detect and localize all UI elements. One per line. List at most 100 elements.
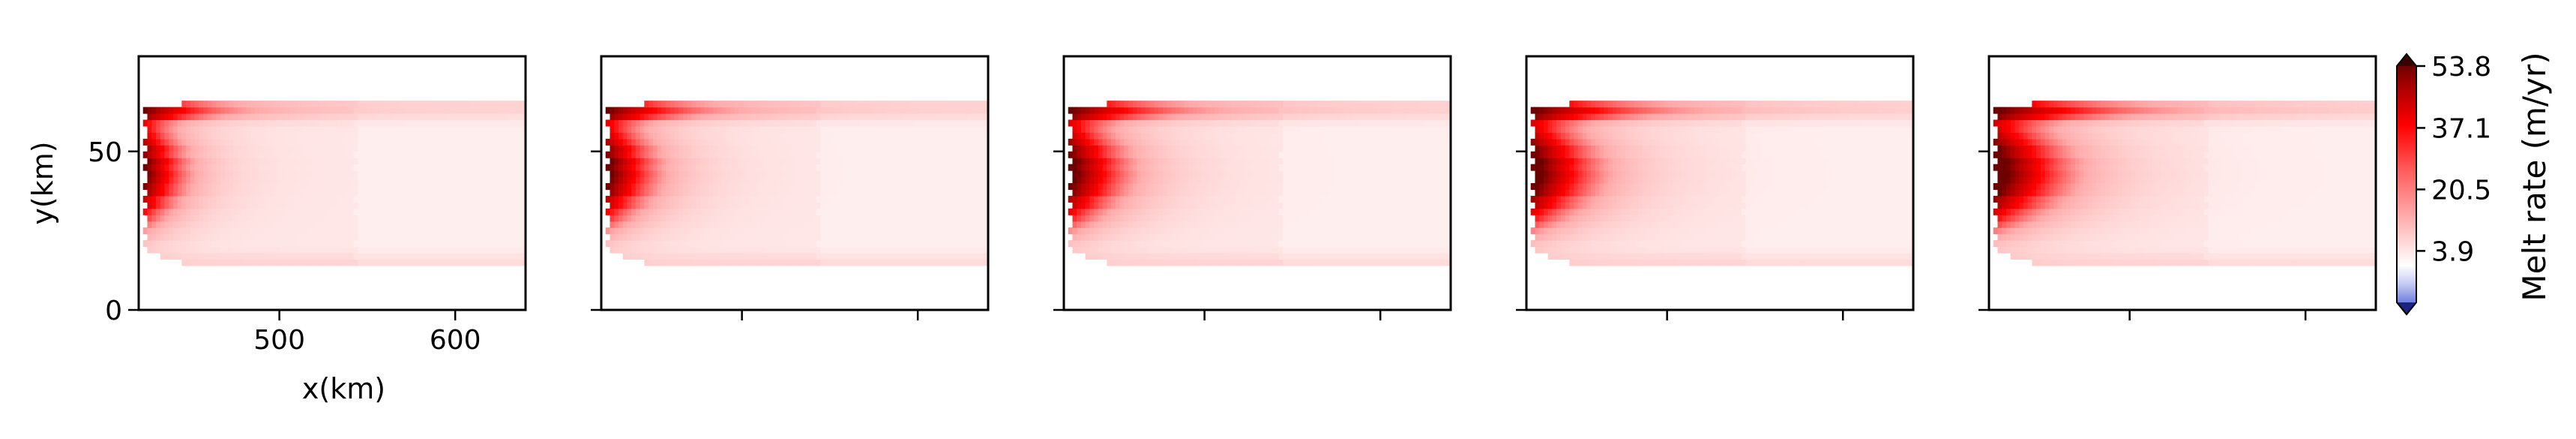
heatmap-cell <box>495 138 501 146</box>
heatmap-cell <box>323 208 328 215</box>
heatmap-cell <box>254 107 260 114</box>
heatmap-cell <box>328 202 333 209</box>
heatmap-cell <box>323 240 328 248</box>
heatmap-cell <box>927 119 933 127</box>
heatmap-cell <box>388 227 393 235</box>
heatmap-cell <box>1085 202 1090 209</box>
heatmap-cell <box>379 158 385 165</box>
heatmap-cell <box>474 252 479 260</box>
heatmap-cell <box>661 189 666 197</box>
heatmap-cell <box>478 164 484 171</box>
heatmap-cell <box>924 164 929 171</box>
heatmap-cell <box>747 183 753 191</box>
heatmap-cell <box>798 189 804 197</box>
heatmap-cell <box>246 132 251 140</box>
heatmap-cell <box>1124 227 1129 235</box>
heatmap-cell <box>605 138 611 146</box>
heatmap-cell <box>1115 202 1121 209</box>
heatmap-cell <box>696 176 701 184</box>
heatmap-cell <box>1098 195 1104 203</box>
heatmap-cell <box>635 176 641 184</box>
heatmap-cell <box>444 107 449 114</box>
heatmap-cell <box>949 259 954 266</box>
heatmap-cell <box>1132 221 1138 228</box>
heatmap-cell <box>237 151 243 158</box>
heatmap-cell <box>284 132 290 140</box>
heatmap-cell <box>379 125 385 133</box>
heatmap-cell <box>906 221 912 228</box>
heatmap-cell <box>220 132 226 140</box>
heatmap-cell <box>224 221 229 228</box>
heatmap-cell <box>837 246 843 254</box>
heatmap-cell <box>495 252 501 260</box>
heatmap-cell <box>631 227 637 235</box>
heatmap-cell <box>682 107 688 114</box>
heatmap-cell <box>859 202 864 209</box>
heatmap-cell <box>474 227 479 235</box>
heatmap-cell <box>246 221 251 228</box>
heatmap-cell <box>276 227 281 235</box>
heatmap-cell <box>397 170 402 178</box>
heatmap-cell <box>1098 208 1104 215</box>
heatmap-cell <box>405 107 410 114</box>
heatmap-cell <box>430 164 436 171</box>
heatmap-cell <box>897 138 903 146</box>
heatmap-cell <box>181 183 187 191</box>
heatmap-cell <box>495 176 501 184</box>
heatmap-cell <box>820 176 825 184</box>
heatmap-cell <box>439 145 445 152</box>
heatmap-cell <box>422 164 427 171</box>
heatmap-cell <box>427 221 432 228</box>
heatmap-cell <box>250 221 256 228</box>
heatmap-cell <box>850 125 855 133</box>
heatmap-cell <box>461 101 466 108</box>
heatmap-cell <box>358 208 363 215</box>
heatmap-cell <box>254 170 260 178</box>
heatmap-cell <box>828 145 834 152</box>
heatmap-cell <box>259 246 264 254</box>
heatmap-cell <box>254 259 260 266</box>
heatmap-cell <box>487 132 492 140</box>
heatmap-cell <box>756 164 761 171</box>
heatmap-cell <box>177 176 182 184</box>
heatmap-cell <box>855 208 860 215</box>
heatmap-cell <box>323 170 328 178</box>
heatmap-cell <box>932 189 937 197</box>
heatmap-cell <box>1132 107 1138 114</box>
heatmap-cell <box>319 113 325 121</box>
heatmap-cell <box>336 227 342 235</box>
heatmap-cell <box>298 195 303 203</box>
heatmap-cell <box>957 164 963 171</box>
heatmap-cell <box>820 138 825 146</box>
heatmap-cell <box>388 221 393 228</box>
heatmap-cell <box>293 246 298 254</box>
heatmap-cell <box>1132 195 1138 203</box>
heatmap-cell <box>1077 227 1082 235</box>
heatmap-cell <box>207 151 213 158</box>
heatmap-cell <box>155 202 161 209</box>
heatmap-cell <box>280 202 286 209</box>
heatmap-cell <box>340 183 346 191</box>
heatmap-cell <box>246 138 251 146</box>
heatmap-cell <box>430 113 436 121</box>
heatmap-cell <box>614 183 619 191</box>
heatmap-cell <box>696 158 701 165</box>
heatmap-cell <box>362 221 367 228</box>
heatmap-cell <box>919 107 924 114</box>
heatmap-cell <box>229 227 234 235</box>
heatmap-cell <box>940 240 946 248</box>
heatmap-cell <box>259 151 264 158</box>
heatmap-cell <box>512 202 518 209</box>
heatmap-cell <box>743 221 748 228</box>
heatmap-cell <box>803 215 808 222</box>
heatmap-cell <box>358 113 363 121</box>
heatmap-cell <box>927 113 933 121</box>
heatmap-cell <box>241 176 247 184</box>
heatmap-cell <box>250 233 256 241</box>
heatmap-cell <box>717 145 723 152</box>
heatmap-cell <box>276 195 281 203</box>
heatmap-cell <box>726 246 731 254</box>
heatmap-cell <box>409 252 415 260</box>
heatmap-cell <box>487 164 492 171</box>
heatmap-cell <box>353 107 358 114</box>
